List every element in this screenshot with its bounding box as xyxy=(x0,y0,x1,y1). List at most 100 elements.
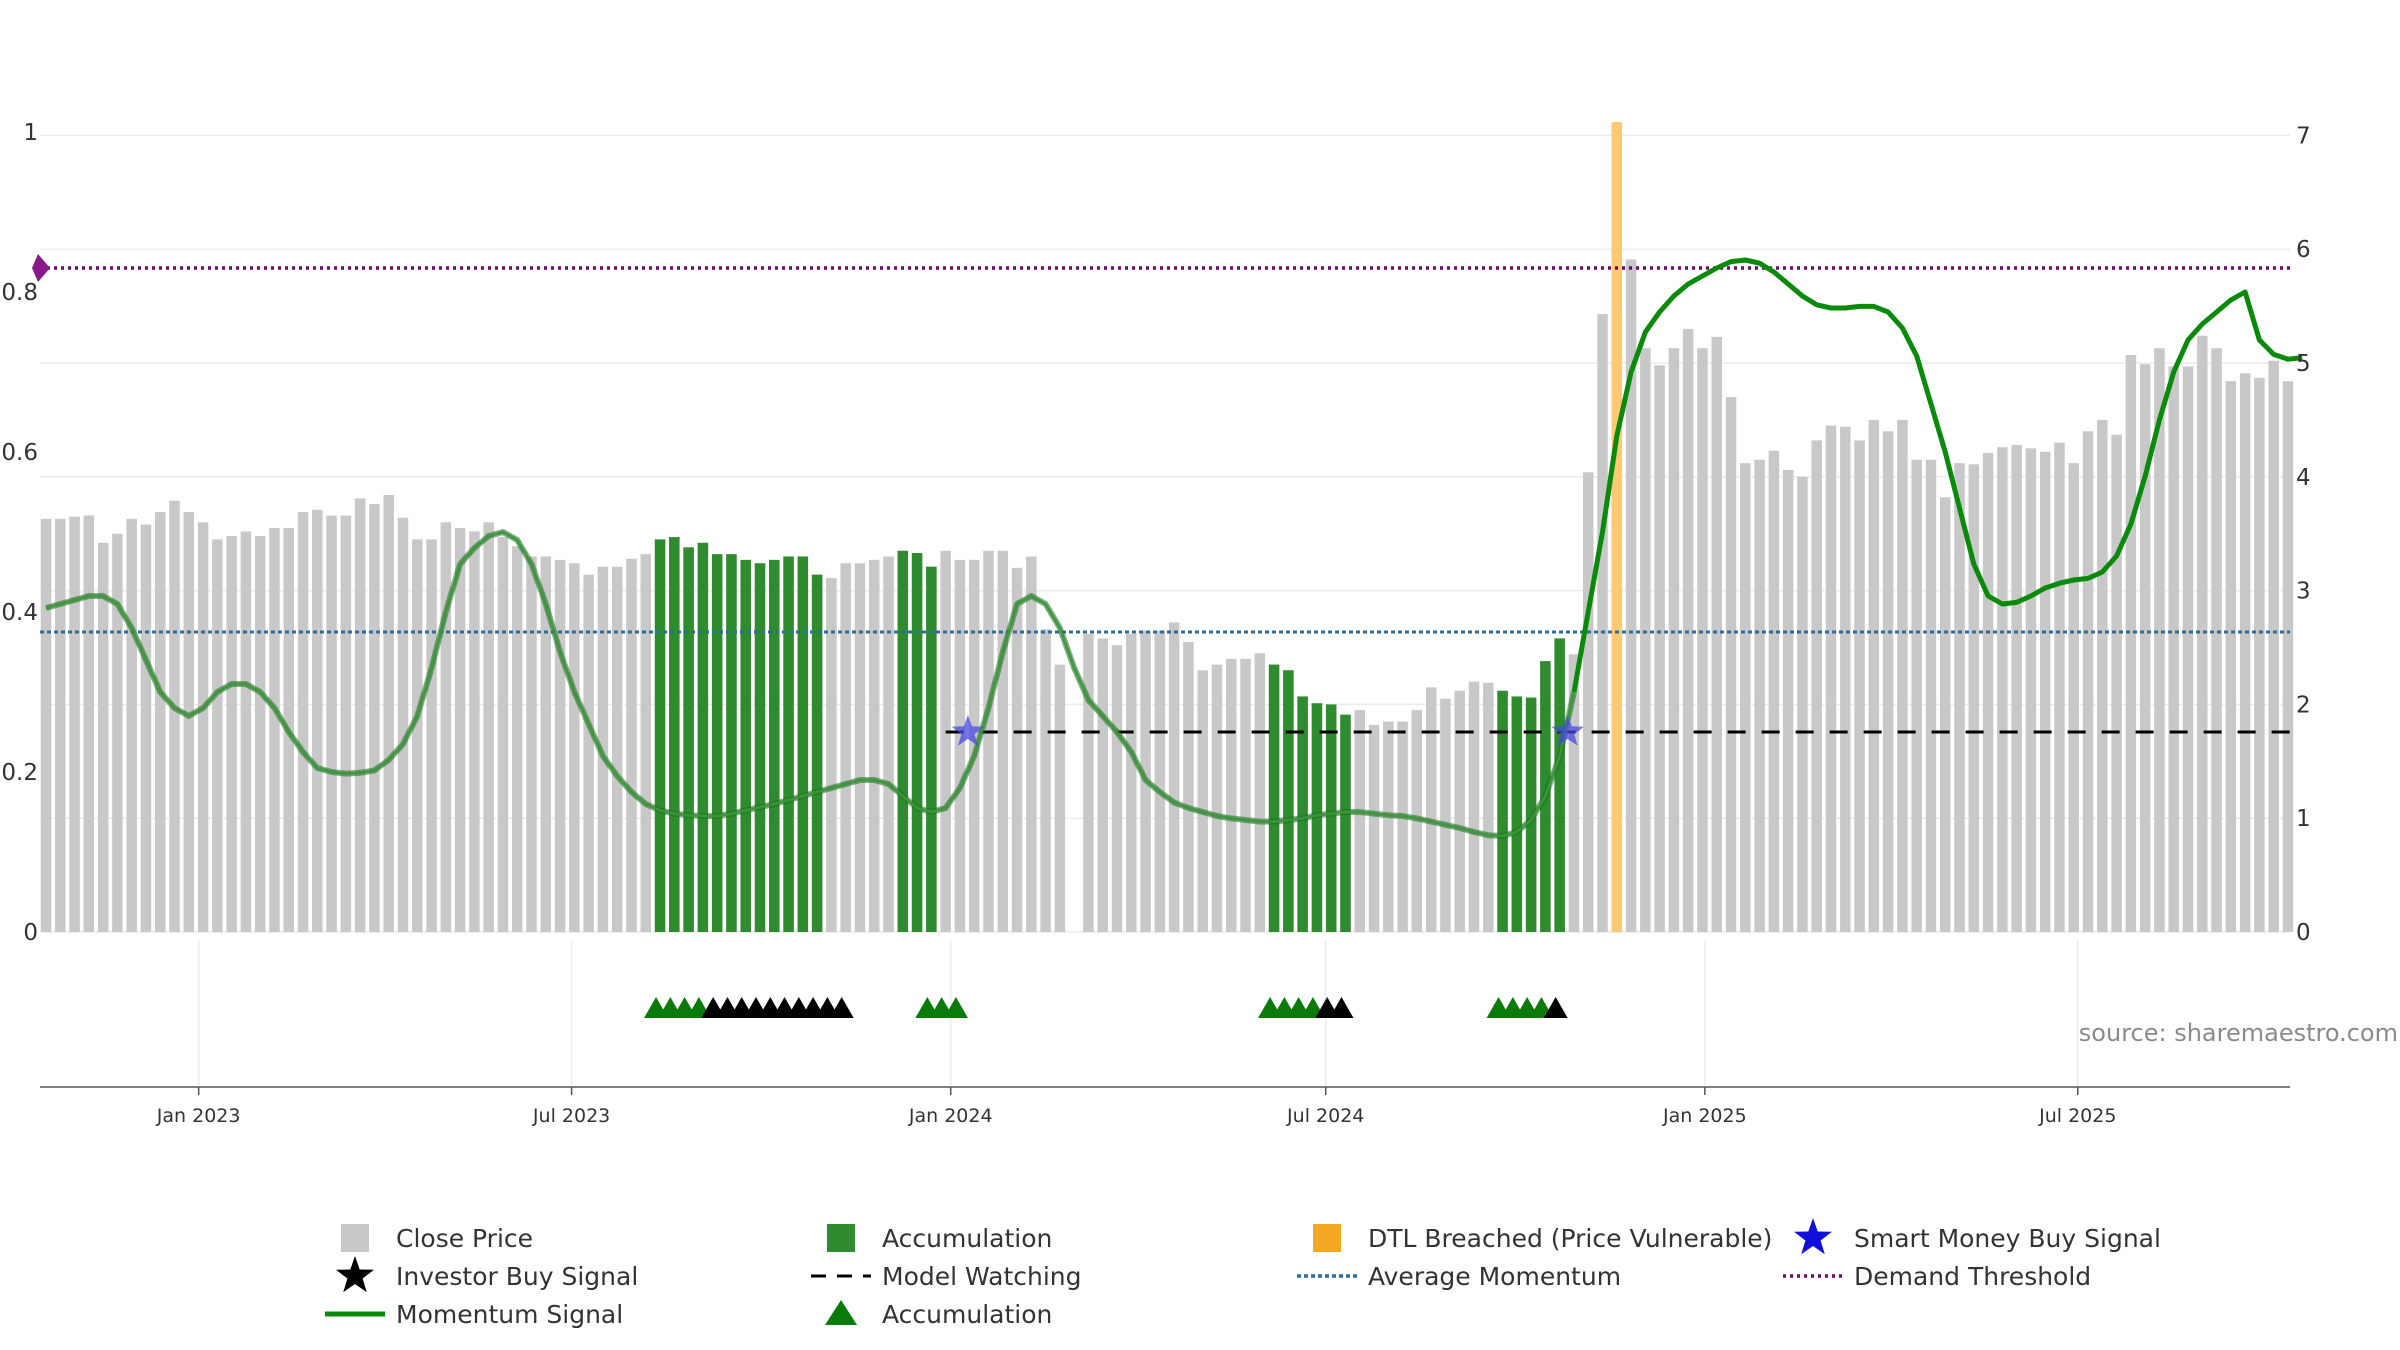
close-price-bar xyxy=(1254,653,1266,932)
x-tick-label: Jul 2023 xyxy=(532,1105,610,1127)
close-price-bar xyxy=(1597,314,1608,933)
close-price-bar xyxy=(1183,641,1194,932)
legend-label: Accumulation xyxy=(882,1300,1052,1329)
accumulation-marker-legend-icon xyxy=(825,1300,857,1325)
close-price-bar xyxy=(1725,397,1737,932)
close-price-bar xyxy=(1026,556,1037,932)
close-price-bar xyxy=(483,522,494,932)
close-price-bar xyxy=(826,578,837,932)
close-price-bar xyxy=(2197,335,2208,932)
close-price-bar xyxy=(1397,721,1408,932)
x-tick-label: Jan 2023 xyxy=(156,1105,241,1127)
close-price-bar xyxy=(1126,633,1137,932)
close-price-bar xyxy=(312,509,323,932)
close-price-bar xyxy=(297,512,309,932)
close-price-bar xyxy=(1840,426,1851,932)
accumulation-bar xyxy=(740,559,751,932)
close-price-bar xyxy=(1240,658,1251,932)
close-price-bar xyxy=(1083,633,1094,932)
smart-money-buy-star xyxy=(951,715,985,746)
close-price-bar xyxy=(1383,721,1394,932)
accumulation-bar xyxy=(1340,714,1351,932)
close-price-bar xyxy=(2039,451,2051,932)
accumulation-bar xyxy=(926,566,937,932)
close-price-bar xyxy=(1797,476,1808,932)
close-price-bar xyxy=(2082,431,2094,932)
close-price-legend-icon xyxy=(341,1224,369,1252)
close-price-bar xyxy=(1654,365,1665,933)
close-price-bar xyxy=(854,563,866,932)
close-price-bar xyxy=(83,515,95,932)
close-price-bar xyxy=(1354,710,1366,932)
legend-label: Accumulation xyxy=(882,1224,1052,1253)
close-price-bar xyxy=(112,533,123,932)
close-price-bar xyxy=(540,556,552,932)
close-price-bar xyxy=(1968,464,1980,932)
close-price-bar xyxy=(254,535,266,932)
close-price-bar xyxy=(1640,348,1651,933)
close-price-bar xyxy=(2239,373,2251,932)
momentum-signal-line-early-core xyxy=(45,530,1576,838)
accumulation-bar xyxy=(1283,670,1294,932)
right-tick-label: 1 xyxy=(2296,806,2311,832)
close-price-bar xyxy=(2225,381,2237,932)
legend-label: Close Price xyxy=(396,1224,533,1253)
legend-label: Demand Threshold xyxy=(1854,1262,2091,1291)
close-price-bar xyxy=(1868,419,1880,933)
right-tick-label: 3 xyxy=(2296,579,2311,605)
close-price-bar xyxy=(1782,469,1794,932)
accumulation-bar xyxy=(683,547,694,932)
close-price-bar xyxy=(383,495,394,932)
right-tick-label: 0 xyxy=(2296,920,2311,946)
legend-label: Average Momentum xyxy=(1368,1262,1621,1291)
close-price-bar xyxy=(2068,463,2080,932)
close-price-bar xyxy=(1811,440,1822,932)
close-price-bar xyxy=(197,522,209,932)
close-price-bar xyxy=(40,518,52,932)
close-price-bar xyxy=(440,522,452,932)
close-price-bar xyxy=(1111,645,1123,932)
close-price-bar xyxy=(397,517,409,932)
accumulation-bar xyxy=(754,563,766,932)
close-price-bar xyxy=(212,539,223,932)
close-price-bar xyxy=(611,566,623,932)
accumulation-bar xyxy=(1497,690,1508,932)
close-price-bar xyxy=(2168,366,2179,932)
accumulation-bar xyxy=(1268,664,1280,932)
close-price-bar xyxy=(1582,472,1594,932)
legend-label: Investor Buy Signal xyxy=(396,1262,638,1291)
left-tick-label: 0 xyxy=(23,920,38,946)
close-price-bar xyxy=(55,518,66,932)
close-price-bar xyxy=(269,528,280,932)
legend-label: DTL Breached (Price Vulnerable) xyxy=(1368,1224,1772,1253)
close-price-bar xyxy=(2097,419,2108,933)
left-tick-label: 1 xyxy=(23,120,38,146)
accumulation-bar xyxy=(711,554,723,932)
investor-buy-legend-icon xyxy=(336,1256,374,1293)
right-tick-label: 5 xyxy=(2296,351,2311,377)
close-price-bar xyxy=(1468,681,1480,932)
close-price-bar xyxy=(140,524,152,932)
close-price-bar xyxy=(1625,259,1637,933)
close-price-bar xyxy=(469,531,480,932)
accumulation-bar xyxy=(911,553,923,932)
accumulation-bar xyxy=(797,556,809,932)
close-price-bar xyxy=(2268,360,2279,932)
accumulation-bar xyxy=(697,542,709,932)
close-price-bar xyxy=(1211,664,1223,932)
left-tick-label: 0.6 xyxy=(1,440,38,466)
close-price-bar xyxy=(326,515,337,932)
close-price-bar xyxy=(1425,687,1437,932)
close-price-bar xyxy=(454,528,466,932)
left-tick-label: 0.8 xyxy=(1,280,38,306)
close-price-bar xyxy=(1854,440,1865,932)
accumulation-bar xyxy=(897,550,909,932)
smart-money-legend-icon xyxy=(1794,1218,1832,1255)
close-price-bars xyxy=(40,122,2294,933)
close-price-bar xyxy=(2011,444,2022,932)
close-price-bar xyxy=(97,542,109,932)
dtl-breached-legend-icon xyxy=(1313,1224,1341,1252)
investor-buy-marker xyxy=(829,997,854,1018)
close-price-bar xyxy=(511,546,523,932)
